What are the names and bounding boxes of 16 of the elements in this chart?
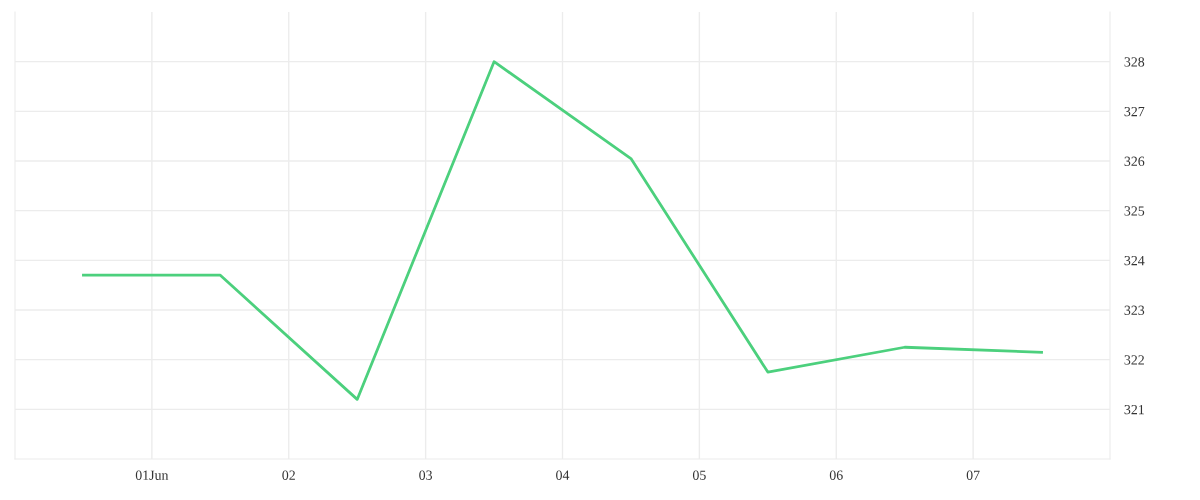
y-tick-label: 322	[1124, 355, 1144, 365]
y-tick-label: 323	[1124, 305, 1145, 315]
line-series	[82, 60, 1043, 401]
x-tick-label: 05	[692, 470, 706, 480]
x-tick-label: 02	[282, 470, 295, 480]
y-tick-label: 328	[1124, 57, 1145, 67]
y-tick-label: 327	[1124, 106, 1145, 117]
x-tick-label: 03	[419, 470, 433, 480]
y-tick-label: 324	[1124, 255, 1145, 266]
y-tick-label: 321	[1124, 404, 1144, 415]
y-tick-label: 325	[1124, 206, 1145, 216]
y-tick-label: 326	[1124, 156, 1145, 166]
x-tick-label: 06	[829, 470, 843, 480]
x-tick-label: 01Jun	[135, 470, 169, 480]
x-tick-label: 04	[556, 470, 570, 480]
x-tick-label: 07	[966, 470, 980, 480]
